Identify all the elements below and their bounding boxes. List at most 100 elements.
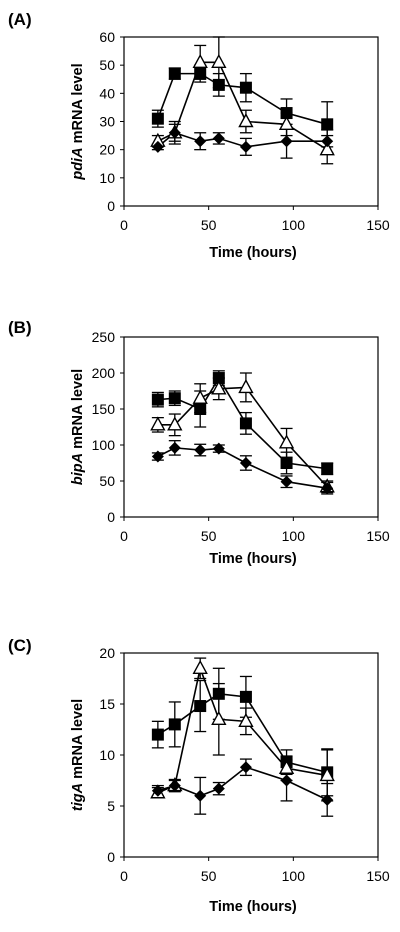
square-marker xyxy=(321,118,334,131)
square-marker xyxy=(168,392,181,405)
y-label-suffix: mRNA level xyxy=(70,63,86,147)
square-marker xyxy=(212,78,225,91)
x-tick-label: 0 xyxy=(120,217,128,233)
y-tick-label: 20 xyxy=(99,645,115,661)
plot-frame xyxy=(123,336,379,518)
y-tick-label: 100 xyxy=(92,437,116,453)
y-tick-label: 10 xyxy=(99,747,115,763)
diamond-marker xyxy=(239,761,252,774)
square-marker xyxy=(239,690,252,703)
diamond-marker xyxy=(168,779,181,792)
plot-frame xyxy=(123,652,379,858)
x-tick-label: 0 xyxy=(120,868,128,884)
x-tick-label: 100 xyxy=(282,217,306,233)
x-tick-label: 150 xyxy=(366,868,390,884)
triangle-marker xyxy=(238,378,254,394)
diamond-marker xyxy=(194,135,207,148)
triangle-marker xyxy=(238,113,254,128)
triangle-marker xyxy=(211,710,227,726)
series-line xyxy=(157,692,328,774)
triangle-marker xyxy=(192,659,208,674)
diamond-marker xyxy=(168,441,181,454)
panel-label: (A) xyxy=(8,10,32,29)
triangle-marker xyxy=(150,416,166,431)
y-tick-label: 30 xyxy=(99,114,115,130)
diamond-marker xyxy=(239,457,252,469)
triangle-marker xyxy=(319,141,335,156)
diamond-marker xyxy=(280,135,293,148)
panel-a: (A) 0 10 20 30 40 50 60 0 50 100 150 Time (hours) pd… xyxy=(0,0,400,310)
square-marker xyxy=(321,462,334,475)
y-tick-label: 40 xyxy=(99,85,115,101)
diamond-marker xyxy=(212,442,225,455)
y-tick-label: 250 xyxy=(92,329,116,345)
square-marker xyxy=(168,718,181,731)
square-marker xyxy=(280,457,293,469)
y-tick-label: 200 xyxy=(92,365,116,381)
gene-name: pdiA xyxy=(70,147,86,180)
square-marker xyxy=(151,112,164,125)
x-tick-label: 100 xyxy=(282,868,306,884)
y-axis-title: pdiA mRNA level xyxy=(70,63,86,180)
y-tick-label: 5 xyxy=(107,798,115,814)
x-tick-label: 150 xyxy=(366,528,390,544)
series-line xyxy=(157,766,328,801)
y-tick-label: 50 xyxy=(99,57,115,73)
diamond-marker xyxy=(212,782,225,795)
x-tick-label: 50 xyxy=(201,217,217,233)
triangle-marker xyxy=(167,416,183,431)
x-axis-title: Time (hours) xyxy=(209,899,297,915)
square-marker xyxy=(239,417,252,430)
square-marker xyxy=(168,67,181,80)
y-tick-label: 0 xyxy=(107,849,115,865)
diamond-marker xyxy=(151,784,164,797)
square-marker xyxy=(280,107,293,120)
panel-c: (C) 0 5 10 15 20 0 50 100 150 Time (hours) tigA mR… xyxy=(0,620,400,932)
triangle-marker xyxy=(211,380,227,395)
triangle-marker xyxy=(211,53,227,69)
series-line xyxy=(157,61,328,151)
square-marker xyxy=(151,393,164,406)
triangle-marker xyxy=(319,766,335,782)
square-marker xyxy=(194,67,207,80)
series-line xyxy=(157,447,328,489)
y-label-suffix: mRNA level xyxy=(70,699,86,783)
triangle-marker xyxy=(278,434,295,449)
square-marker xyxy=(194,700,207,713)
diamond-marker xyxy=(151,450,164,463)
chart-c: 0 5 10 15 20 0 50 100 150 Time (hours) tigA mRNA l… xyxy=(70,645,390,915)
diamond-marker xyxy=(168,126,181,139)
square-marker xyxy=(194,403,207,415)
y-tick-label: 0 xyxy=(107,198,115,214)
gene-name: tigA xyxy=(70,783,86,811)
triangle-marker xyxy=(238,712,254,728)
square-marker xyxy=(212,687,225,700)
y-tick-label: 10 xyxy=(99,170,115,186)
diamond-marker xyxy=(194,789,207,802)
y-tick-label: 15 xyxy=(99,696,115,712)
diamond-marker xyxy=(212,132,225,145)
triangle-marker xyxy=(278,115,295,131)
panel-label: (B) xyxy=(8,318,32,337)
diamond-marker xyxy=(194,444,207,457)
y-tick-label: 0 xyxy=(107,509,115,525)
chart-a: 0 10 20 30 40 50 60 0 50 100 150 Time (hours) pdiA m… xyxy=(70,29,390,261)
triangle-marker xyxy=(192,389,208,404)
square-marker xyxy=(212,372,225,385)
x-tick-label: 150 xyxy=(366,217,390,233)
series-line xyxy=(157,665,328,794)
diamond-marker xyxy=(321,135,334,148)
diamond-marker xyxy=(151,140,164,153)
x-tick-label: 0 xyxy=(120,528,128,544)
y-tick-label: 150 xyxy=(92,401,116,417)
series-line xyxy=(157,72,328,126)
square-marker xyxy=(151,728,164,741)
diamond-marker xyxy=(321,482,334,495)
y-tick-label: 60 xyxy=(99,29,115,45)
gene-name: bipA xyxy=(70,453,86,485)
y-axis-title: tigA mRNA level xyxy=(70,699,86,811)
panel-b: (B) 0 50 100 150 200 250 0 50 100 150 Time (hours)… xyxy=(0,310,400,620)
y-tick-label: 20 xyxy=(99,142,115,158)
diamond-marker xyxy=(239,140,252,153)
x-tick-label: 100 xyxy=(282,528,306,544)
